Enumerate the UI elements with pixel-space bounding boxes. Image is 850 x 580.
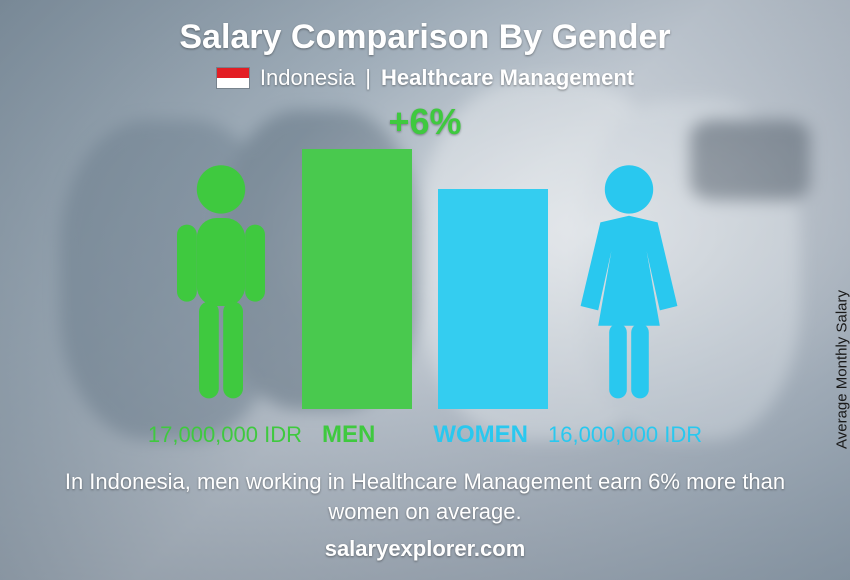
flag-bottom-stripe (217, 78, 249, 88)
labels-row: 17,000,000 IDR MEN WOMEN 16,000,000 IDR (148, 421, 702, 449)
category-label: Healthcare Management (381, 65, 634, 91)
male-icon (166, 159, 276, 409)
bar-men (302, 149, 412, 409)
country-label: Indonesia (260, 65, 355, 91)
men-salary: 17,000,000 IDR (148, 422, 302, 448)
difference-badge: +6% (388, 101, 461, 143)
chart-area (166, 149, 684, 409)
page-title: Salary Comparison By Gender (179, 18, 670, 57)
men-label: MEN (322, 421, 375, 449)
y-axis-label: Average Monthly Salary (834, 290, 850, 449)
women-label: WOMEN (433, 421, 528, 449)
flag-top-stripe (217, 68, 249, 78)
subtitle-row: Indonesia | Healthcare Management (216, 65, 634, 91)
separator: | (365, 65, 371, 91)
footer-source: salaryexplorer.com (325, 536, 526, 562)
women-salary: 16,000,000 IDR (548, 422, 702, 448)
bar-women (438, 189, 548, 409)
flag-icon (216, 67, 250, 89)
female-icon (574, 159, 684, 409)
description-text: In Indonesia, men working in Healthcare … (45, 467, 805, 526)
